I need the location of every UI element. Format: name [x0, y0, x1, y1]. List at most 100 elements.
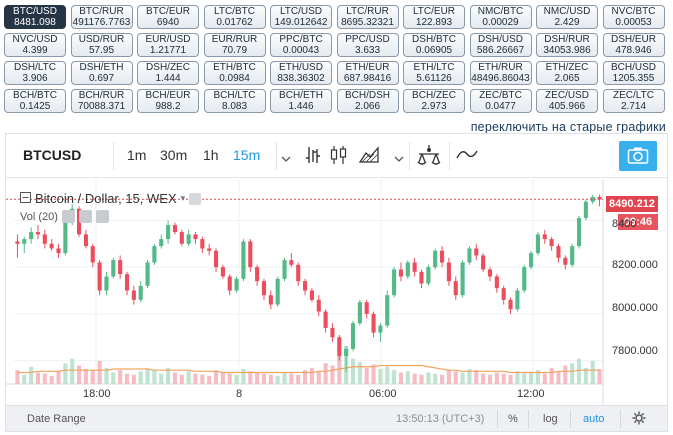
- bars-style-icon[interactable]: [304, 144, 322, 171]
- eye-icon[interactable]: [61, 210, 75, 223]
- pair-button-bch-ltc[interactable]: BCH/LTC 8.083: [203, 89, 266, 113]
- volume-bar: [193, 373, 198, 384]
- volume-bar: [268, 374, 273, 384]
- toolbar-divider: [449, 142, 450, 170]
- candle-body: [213, 250, 219, 268]
- interval-1h[interactable]: 1h: [203, 147, 219, 163]
- candle-body: [111, 260, 116, 277]
- pair-button-eur-rur[interactable]: EUR/RUR 70.79: [203, 33, 266, 57]
- candle-body: [412, 262, 417, 272]
- pair-button-eth-zec[interactable]: ETH/ZEC 2.065: [536, 61, 598, 85]
- pair-button-ltc-usd[interactable]: LTC/USD 149.012642: [270, 5, 332, 29]
- pair-button-dsh-usd[interactable]: DSH/USD 586.26667: [469, 33, 532, 57]
- pair-button-bch-eth[interactable]: BCH/ETH 1.446: [270, 89, 332, 113]
- volume-bar: [29, 366, 34, 384]
- volume-bar: [70, 358, 75, 384]
- snapshot-camera-button[interactable]: [619, 141, 657, 171]
- pair-button-zec-ltc[interactable]: ZEC/LTC 2.714: [602, 89, 665, 113]
- legend-dropdown-icon[interactable]: ▾: [180, 193, 186, 203]
- pair-button-eur-usd[interactable]: EUR/USD 1.21771: [137, 33, 199, 57]
- pair-button-dsh-rur[interactable]: DSH/RUR 34053.986: [536, 33, 598, 57]
- pair-button-eth-eur[interactable]: ETH/EUR 687.98416: [336, 61, 399, 85]
- interval-30m[interactable]: 30m: [160, 147, 188, 163]
- compare-wave-icon[interactable]: [455, 148, 479, 167]
- pair-button-btc-usd[interactable]: BTC/USD 8481.098: [4, 5, 66, 29]
- percent-scale-toggle[interactable]: %: [508, 413, 518, 425]
- pair-button-eth-btc[interactable]: ETH/BTC 0.0984: [203, 61, 266, 85]
- pair-button-nvc-btc[interactable]: NVC/BTC 0.00053: [602, 5, 665, 29]
- candle-body: [90, 246, 95, 263]
- candle-body: [330, 327, 335, 338]
- auto-scale-toggle[interactable]: auto: [583, 413, 605, 425]
- volume-bar: [172, 372, 178, 384]
- pair-price: 57.95: [88, 44, 115, 56]
- pair-button-zec-usd[interactable]: ZEC/USD 405.966: [536, 89, 598, 113]
- volume-bar: [77, 365, 82, 384]
- pair-button-ltc-btc[interactable]: LTC/BTC 0.01762: [203, 5, 266, 29]
- pair-button-nmc-usd[interactable]: NMC/USD 2.429: [536, 5, 598, 29]
- pair-price: 70.79: [221, 44, 248, 56]
- pair-button-dsh-zec[interactable]: DSH/ZEC 1.444: [137, 61, 199, 85]
- pair-button-zec-btc[interactable]: ZEC/BTC 0.0477: [469, 89, 532, 113]
- volume-bar: [186, 371, 191, 384]
- pair-button-nmc-btc[interactable]: NMC/BTC 0.00029: [469, 5, 532, 29]
- candle-body: [433, 250, 438, 268]
- symbol-search[interactable]: BTCUSD: [23, 147, 82, 163]
- candle-body: [22, 239, 27, 244]
- pair-button-btc-rur[interactable]: BTC/RUR 491176.7763: [70, 5, 133, 29]
- pair-button-bch-usd[interactable]: BCH/USD 1205.355: [602, 61, 665, 85]
- candle-body: [590, 197, 595, 202]
- pair-price: 0.697: [88, 72, 115, 84]
- pair-button-dsh-ltc[interactable]: DSH/LTC 3.906: [4, 61, 66, 85]
- pair-button-ltc-rur[interactable]: LTC/RUR 8695.32321: [336, 5, 399, 29]
- candle-body: [501, 288, 506, 300]
- pair-button-bch-btc[interactable]: BCH/BTC 0.1425: [4, 89, 66, 113]
- volume-bar: [97, 360, 102, 384]
- switch-to-old-charts-link[interactable]: переключить на старые графики: [470, 120, 666, 134]
- pair-button-ppc-btc[interactable]: PPC/BTC 0.00043: [270, 33, 332, 57]
- interval-15m[interactable]: 15m: [233, 147, 261, 163]
- pair-button-ltc-eur[interactable]: LTC/EUR 122.893: [403, 5, 465, 29]
- legend-settings-icon[interactable]: [189, 192, 202, 205]
- area-style-icon[interactable]: [358, 144, 382, 171]
- pair-button-btc-eur[interactable]: BTC/EUR 6940: [137, 5, 199, 29]
- pair-name: ETH/LTC: [413, 62, 455, 73]
- pair-button-bch-dsh[interactable]: BCH/DSH 2.066: [336, 89, 399, 113]
- candle-body: [248, 241, 253, 268]
- pair-button-bch-zec[interactable]: BCH/ZEC 2.973: [403, 89, 465, 113]
- candle-body: [234, 278, 239, 291]
- pair-button-eth-ltc[interactable]: ETH/LTC 5.61126: [403, 61, 465, 85]
- pair-button-eth-usd[interactable]: ETH/USD 838.36302: [270, 61, 332, 85]
- candles-style-icon[interactable]: [329, 144, 349, 171]
- pair-price: 8695.32321: [341, 16, 394, 28]
- pair-button-nvc-usd[interactable]: NVC/USD 4.399: [4, 33, 66, 57]
- gear-icon[interactable]: [78, 210, 92, 223]
- pair-button-dsh-eur[interactable]: DSH/EUR 478.946: [602, 33, 665, 57]
- pair-price: 3.906: [22, 72, 48, 84]
- pair-button-eth-rur[interactable]: ETH/RUR 48496.86043: [469, 61, 532, 85]
- chevron-down-icon[interactable]: [281, 150, 291, 168]
- gear-icon[interactable]: [632, 411, 646, 428]
- pair-name: PPC/BTC: [279, 34, 323, 45]
- candle-body: [309, 290, 314, 300]
- interval-1m[interactable]: 1m: [127, 147, 147, 163]
- pair-button-dsh-btc[interactable]: DSH/BTC 0.06905: [403, 33, 465, 57]
- pair-button-usd-rur[interactable]: USD/RUR 57.95: [70, 33, 133, 57]
- pair-name: NVC/USD: [12, 34, 58, 45]
- pair-price: 0.1425: [19, 100, 51, 112]
- candle-body: [152, 246, 157, 263]
- candle-body: [398, 269, 404, 277]
- collapse-legend-icon[interactable]: [20, 191, 31, 206]
- pair-button-bch-rur[interactable]: BCH/RUR 70088.371: [70, 89, 133, 113]
- pair-button-dsh-eth[interactable]: DSH/ETH 0.697: [70, 61, 133, 85]
- volume-bar: [83, 369, 88, 384]
- pair-button-bch-eur[interactable]: BCH/EUR 988.2: [137, 89, 199, 113]
- indicators-icon[interactable]: [416, 142, 442, 173]
- close-icon[interactable]: [95, 210, 109, 223]
- pair-name: DSH/ZEC: [146, 62, 190, 73]
- log-scale-toggle[interactable]: log: [543, 413, 558, 425]
- date-range-button[interactable]: Date Range: [27, 413, 86, 425]
- candle-body: [268, 295, 273, 305]
- pair-button-ppc-usd[interactable]: PPC/USD 3.633: [336, 33, 399, 57]
- chevron-down-icon[interactable]: [394, 150, 404, 168]
